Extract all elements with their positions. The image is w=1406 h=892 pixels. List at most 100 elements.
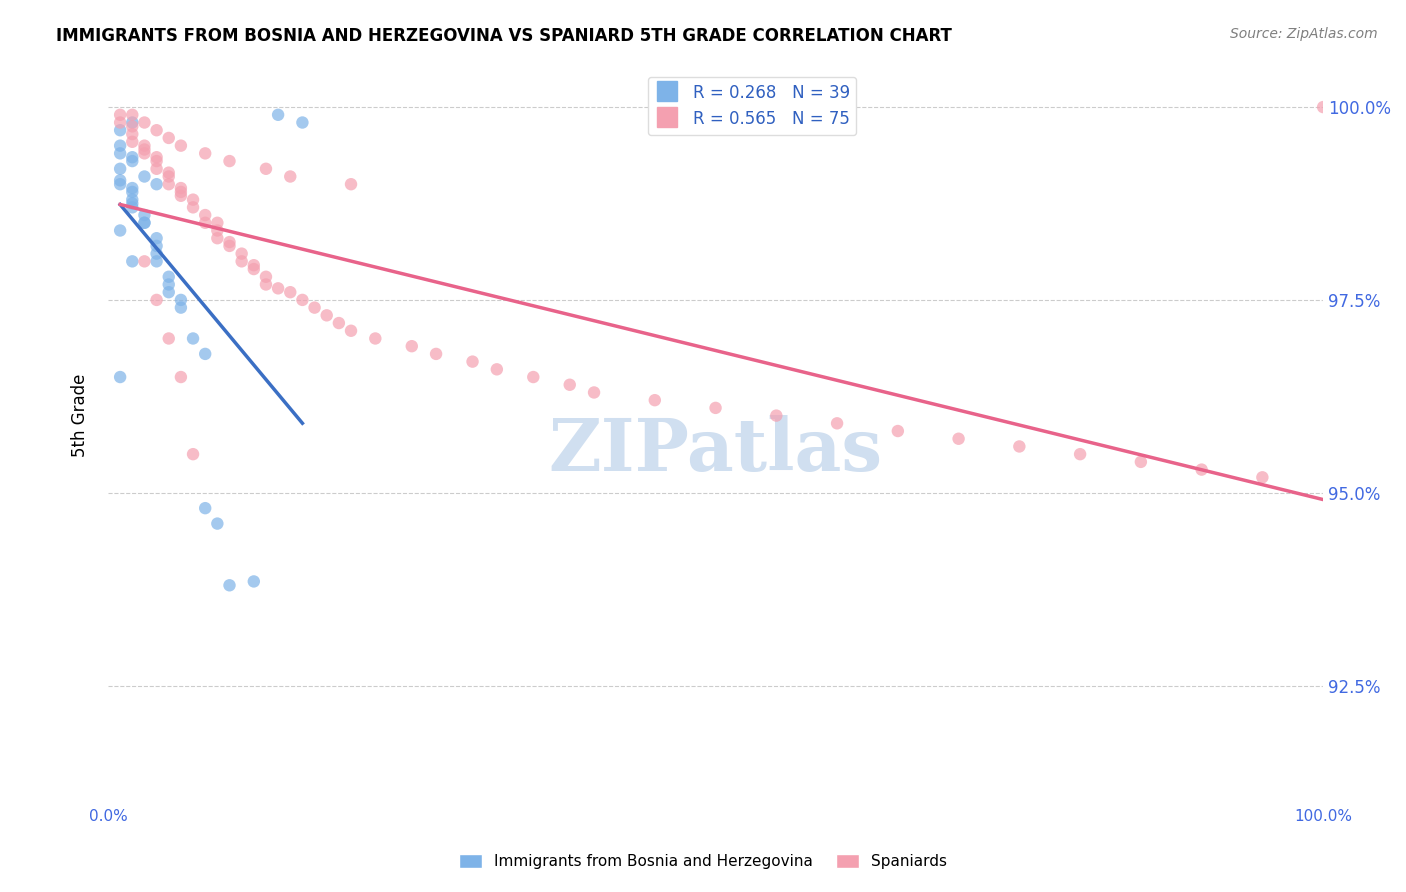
- Point: [1069, 447, 1091, 461]
- Point: [304, 301, 326, 315]
- Point: [134, 208, 156, 222]
- Point: [278, 285, 301, 300]
- Point: [145, 231, 167, 245]
- Text: IMMIGRANTS FROM BOSNIA AND HERZEGOVINA VS SPANIARD 5TH GRADE CORRELATION CHART: IMMIGRANTS FROM BOSNIA AND HERZEGOVINA V…: [56, 27, 952, 45]
- Point: [194, 216, 217, 230]
- Point: [145, 123, 167, 137]
- Point: [145, 161, 167, 176]
- Point: [121, 185, 143, 199]
- Point: [145, 239, 167, 253]
- Point: [121, 115, 143, 129]
- Point: [121, 154, 143, 169]
- Point: [121, 135, 143, 149]
- Point: [134, 216, 156, 230]
- Point: [145, 154, 167, 169]
- Point: [121, 254, 143, 268]
- Point: [108, 173, 131, 187]
- Point: [145, 246, 167, 260]
- Point: [1008, 440, 1031, 454]
- Point: [121, 193, 143, 207]
- Point: [145, 254, 167, 268]
- Point: [157, 277, 180, 292]
- Point: [194, 208, 217, 222]
- Point: [1191, 462, 1213, 476]
- Point: [340, 178, 363, 192]
- Point: [121, 181, 143, 195]
- Point: [558, 377, 581, 392]
- Point: [267, 281, 290, 295]
- Point: [170, 301, 193, 315]
- Y-axis label: 5th Grade: 5th Grade: [72, 374, 89, 458]
- Point: [194, 347, 217, 361]
- Point: [157, 131, 180, 145]
- Point: [825, 417, 848, 431]
- Point: [121, 108, 143, 122]
- Point: [134, 143, 156, 157]
- Point: [157, 269, 180, 284]
- Point: [401, 339, 423, 353]
- Point: [145, 293, 167, 307]
- Point: [231, 254, 253, 268]
- Point: [315, 309, 337, 323]
- Point: [170, 181, 193, 195]
- Point: [157, 331, 180, 345]
- Point: [121, 200, 143, 214]
- Legend: R = 0.268   N = 39, R = 0.565   N = 75: R = 0.268 N = 39, R = 0.565 N = 75: [648, 77, 856, 135]
- Point: [425, 347, 447, 361]
- Point: [194, 146, 217, 161]
- Point: [485, 362, 508, 376]
- Point: [181, 193, 204, 207]
- Point: [218, 239, 240, 253]
- Point: [181, 200, 204, 214]
- Point: [194, 501, 217, 516]
- Point: [157, 178, 180, 192]
- Point: [278, 169, 301, 184]
- Point: [157, 169, 180, 184]
- Point: [121, 196, 143, 211]
- Point: [328, 316, 350, 330]
- Point: [170, 185, 193, 199]
- Point: [291, 293, 314, 307]
- Point: [170, 138, 193, 153]
- Point: [108, 138, 131, 153]
- Point: [243, 262, 266, 277]
- Point: [134, 254, 156, 268]
- Point: [145, 150, 167, 164]
- Point: [522, 370, 544, 384]
- Point: [108, 108, 131, 122]
- Point: [887, 424, 910, 438]
- Point: [108, 223, 131, 237]
- Point: [170, 188, 193, 202]
- Point: [121, 150, 143, 164]
- Point: [704, 401, 727, 415]
- Point: [181, 331, 204, 345]
- Point: [218, 578, 240, 592]
- Point: [583, 385, 606, 400]
- Point: [108, 370, 131, 384]
- Point: [218, 154, 240, 169]
- Point: [121, 120, 143, 134]
- Point: [243, 574, 266, 589]
- Point: [340, 324, 363, 338]
- Point: [765, 409, 787, 423]
- Point: [108, 123, 131, 137]
- Point: [134, 169, 156, 184]
- Point: [948, 432, 970, 446]
- Point: [134, 138, 156, 153]
- Point: [108, 178, 131, 192]
- Point: [1129, 455, 1152, 469]
- Point: [644, 393, 666, 408]
- Text: Source: ZipAtlas.com: Source: ZipAtlas.com: [1230, 27, 1378, 41]
- Point: [170, 293, 193, 307]
- Point: [134, 146, 156, 161]
- Point: [207, 216, 229, 230]
- Point: [1312, 100, 1334, 114]
- Point: [134, 216, 156, 230]
- Point: [108, 115, 131, 129]
- Text: ZIPatlas: ZIPatlas: [548, 415, 883, 486]
- Point: [218, 235, 240, 249]
- Point: [254, 269, 277, 284]
- Point: [157, 166, 180, 180]
- Point: [207, 223, 229, 237]
- Point: [254, 277, 277, 292]
